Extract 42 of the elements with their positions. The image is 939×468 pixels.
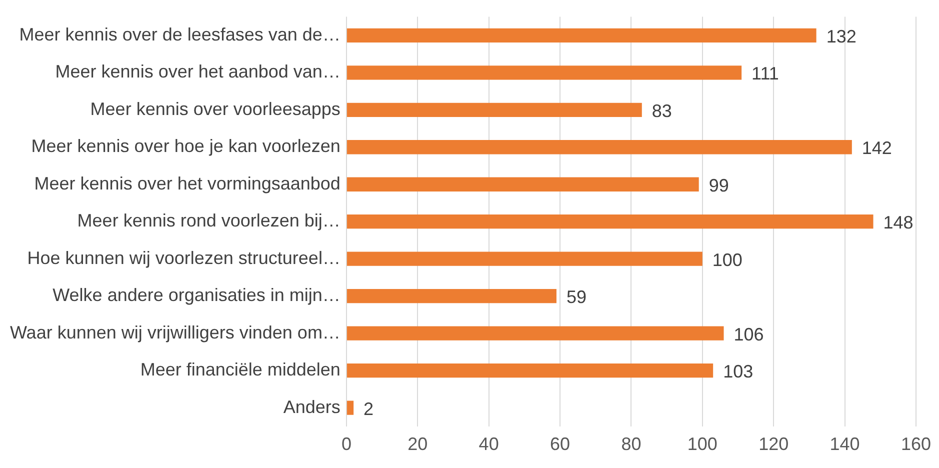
x-tick-label: 20	[408, 434, 428, 454]
y-tick-label: Welke andere organisaties in mijn…	[52, 285, 340, 306]
data-label: 148	[883, 212, 914, 233]
bar	[346, 252, 702, 266]
data-label: 106	[734, 324, 764, 344]
y-tick-label: Waar kunnen wij vrijwilligers vinden om…	[10, 322, 340, 342]
x-tick-label: 80	[621, 434, 642, 454]
x-tick-label: 120	[758, 434, 789, 454]
x-tick-label: 140	[830, 434, 860, 454]
data-label: 103	[723, 362, 754, 382]
y-tick-label: Meer kennis over voorleesapps	[90, 98, 340, 119]
x-tick-label: 40	[478, 434, 499, 454]
bar	[346, 400, 354, 415]
y-tick-label: Meer kennis over de leesfases van de…	[19, 24, 340, 44]
bar	[346, 66, 742, 80]
x-tick-label: 100	[687, 434, 718, 454]
bar	[346, 363, 714, 378]
data-label: 100	[712, 250, 742, 270]
data-label: 59	[566, 287, 586, 308]
y-tick-label: Hoe kunnen wij voorlezen structureel…	[27, 248, 340, 268]
data-label: 142	[862, 138, 892, 158]
x-tick-label: 160	[900, 434, 932, 454]
bar	[346, 102, 642, 117]
data-label: 2	[364, 398, 374, 419]
y-tick-label: Meer kennis over het aanbod van…	[55, 62, 340, 82]
data-label: 83	[652, 100, 672, 121]
x-tick-label: 0	[341, 434, 352, 454]
data-label: 99	[708, 175, 729, 196]
bar	[346, 140, 852, 154]
bar	[346, 214, 874, 229]
y-tick-label: Meer kennis over het vormingsaanbod	[34, 173, 340, 194]
y-tick-label: Meer financiële middelen	[140, 360, 340, 380]
data-label: 111	[752, 64, 779, 84]
bar	[346, 289, 556, 304]
x-tick-label: 60	[550, 434, 570, 454]
bar	[346, 28, 816, 42]
y-tick-label: Meer kennis rond voorlezen bij…	[77, 210, 340, 231]
y-tick-label: Anders	[283, 396, 340, 417]
data-label: 132	[826, 26, 856, 46]
y-tick-label: Meer kennis over hoe je kan voorlezen	[31, 136, 340, 156]
bar	[346, 326, 724, 340]
bar	[346, 177, 699, 192]
